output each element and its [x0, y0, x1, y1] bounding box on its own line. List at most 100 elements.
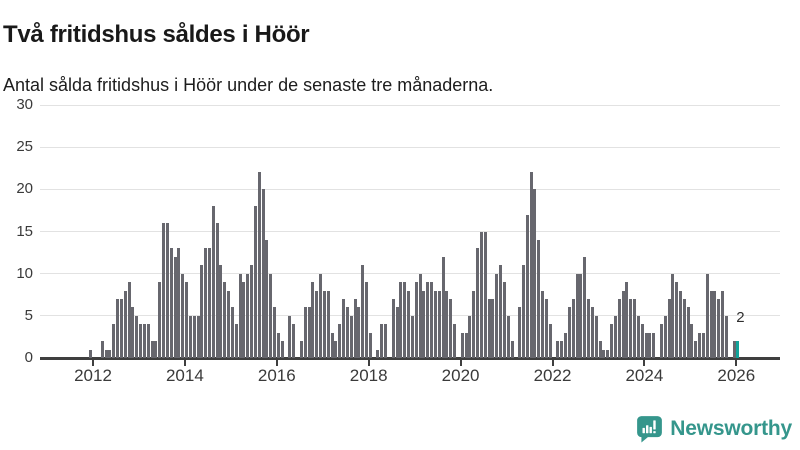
x-axis-tick — [367, 360, 370, 366]
bar — [112, 324, 116, 358]
bar — [705, 273, 709, 358]
bar — [177, 248, 181, 358]
bar — [472, 290, 476, 358]
bar — [491, 298, 495, 358]
bar — [169, 248, 173, 358]
gridline — [40, 231, 780, 232]
gridline — [40, 273, 780, 275]
bar — [181, 273, 185, 358]
bar — [123, 290, 127, 358]
x-axis-tick — [459, 360, 462, 366]
y-axis-tick-label: 15 — [16, 222, 33, 240]
bar — [506, 315, 510, 358]
bar — [242, 282, 246, 358]
bar — [146, 324, 150, 358]
bar — [365, 282, 368, 358]
bar — [158, 282, 162, 358]
bar — [162, 223, 166, 358]
bar — [717, 298, 721, 358]
x-axis-tick — [551, 360, 554, 366]
bar — [311, 282, 315, 358]
bar — [326, 290, 330, 358]
bar — [131, 307, 135, 358]
bar — [464, 332, 468, 358]
bar — [376, 349, 380, 358]
bar — [238, 273, 242, 358]
bar — [682, 298, 686, 358]
y-axis-tick-label: 10 — [16, 264, 33, 282]
newsworthy-brand-name: Newsworthy — [670, 417, 792, 440]
bar — [303, 307, 307, 358]
x-axis-tick-label: 2016 — [257, 366, 296, 385]
bar — [521, 265, 525, 358]
bar — [426, 282, 430, 358]
bar — [556, 341, 560, 358]
bar — [663, 315, 667, 358]
bar — [127, 282, 131, 358]
bar — [502, 282, 506, 358]
x-axis-tick — [275, 360, 278, 366]
y-axis-tick-label: 0 — [24, 349, 33, 366]
x-axis-tick-label: 2012 — [74, 366, 112, 385]
highlighted-bar — [736, 341, 740, 358]
bar — [100, 341, 104, 358]
bar — [165, 223, 169, 358]
bar — [322, 290, 326, 358]
bar — [529, 172, 533, 358]
bar — [200, 265, 204, 358]
y-axis-tick-label: 30 — [16, 96, 33, 113]
y-axis-tick-label: 25 — [16, 138, 33, 156]
bar — [422, 290, 426, 358]
bar — [590, 307, 594, 358]
bar — [694, 341, 698, 358]
bar — [338, 324, 342, 358]
bar — [602, 349, 606, 358]
bar — [269, 273, 273, 358]
bar — [276, 332, 280, 358]
bar — [430, 282, 434, 358]
bar — [709, 290, 713, 358]
bar — [548, 324, 552, 358]
bar — [445, 290, 449, 358]
bar — [468, 315, 472, 358]
bar — [617, 298, 621, 358]
bar — [433, 290, 437, 358]
bar — [192, 315, 196, 358]
gridline — [40, 146, 780, 148]
bar — [610, 324, 614, 358]
bar — [567, 307, 571, 358]
bar — [407, 290, 411, 358]
bar — [139, 324, 143, 358]
bar — [116, 298, 120, 358]
bar — [659, 324, 663, 358]
bar — [629, 298, 633, 358]
y-axis-tick-label: 5 — [24, 306, 33, 324]
x-axis-tick-label: 2014 — [165, 366, 204, 385]
bar — [713, 290, 717, 358]
bar — [476, 248, 480, 358]
bar — [319, 273, 323, 358]
bar — [280, 341, 284, 358]
x-axis-tick-label: 2020 — [441, 366, 480, 385]
bar — [621, 290, 625, 358]
bar — [671, 273, 675, 358]
chart-title: Två fritidshus såldes i Höör — [3, 21, 310, 49]
bar — [652, 332, 656, 358]
bar — [89, 349, 93, 358]
bar — [625, 282, 629, 358]
bar — [208, 248, 211, 358]
bar — [230, 307, 234, 358]
x-axis-tick — [92, 360, 94, 366]
bar — [449, 298, 453, 358]
bar — [223, 282, 227, 358]
bar — [257, 172, 261, 358]
bar — [518, 307, 522, 358]
bar — [698, 332, 702, 358]
bar — [721, 290, 725, 358]
gridline — [40, 188, 780, 190]
newsworthy-logo[interactable]: Newsworthy — [636, 414, 792, 444]
bar — [227, 290, 231, 358]
bar — [119, 298, 123, 358]
bar — [211, 206, 215, 358]
